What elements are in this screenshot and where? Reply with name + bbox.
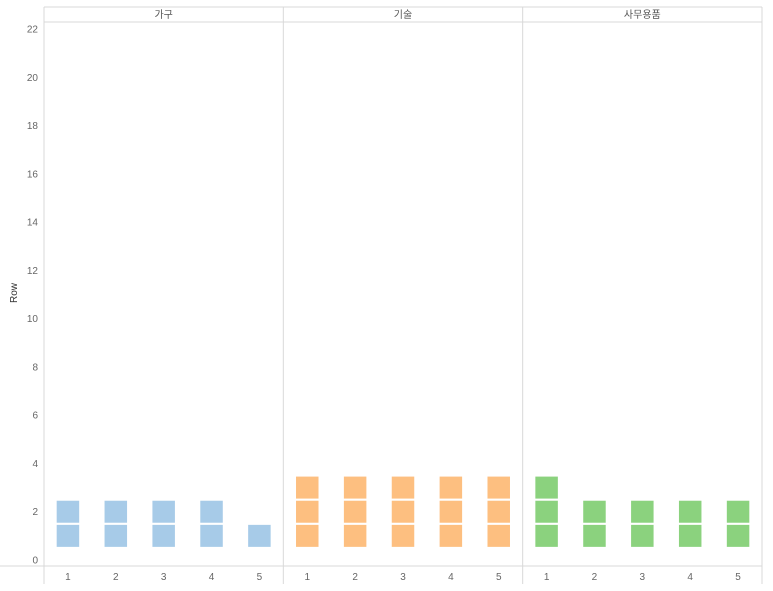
x-tick-label: 5 [735, 572, 741, 583]
x-tick-label: 4 [448, 572, 454, 583]
x-tick-label: 5 [257, 572, 263, 583]
unit-mark [581, 499, 608, 525]
unit-mark [198, 499, 225, 525]
unit-mark [629, 499, 656, 525]
panel-title: 사무용품 [624, 9, 661, 21]
x-tick-label: 3 [161, 572, 167, 583]
unit-mark [533, 475, 560, 501]
unit-mark [55, 523, 81, 549]
unit-mark [294, 475, 321, 501]
unit-mark [55, 499, 81, 525]
x-tick-label: 4 [687, 572, 693, 583]
y-tick-label: 12 [27, 266, 39, 277]
unit-mark [294, 523, 321, 549]
unit-mark [485, 523, 512, 549]
unit-mark [390, 499, 416, 525]
unit-mark [438, 499, 464, 525]
panel-title: 가구 [154, 9, 172, 21]
unit-mark [150, 523, 177, 549]
x-tick-label: 1 [544, 572, 550, 583]
unit-mark [294, 499, 321, 525]
x-tick-label: 1 [304, 572, 310, 583]
chart-frame [0, 6, 763, 584]
unit-mark [677, 523, 703, 549]
unit-mark [438, 475, 464, 501]
y-tick-label: 14 [27, 218, 39, 229]
y-tick-label: 8 [32, 362, 38, 373]
x-axis: 1 2 3 4 5 1 2 3 4 5 1 2 3 4 5 [65, 572, 741, 583]
y-tick-label: 10 [27, 314, 39, 325]
unit-mark [725, 523, 751, 549]
x-tick-label: 2 [113, 572, 119, 583]
y-tick-label: 0 [32, 556, 38, 567]
y-tick-label: 22 [27, 25, 39, 36]
unit-mark [342, 499, 368, 525]
x-tick-label: 2 [352, 572, 358, 583]
x-tick-label: 1 [65, 572, 71, 583]
y-axis-title: Row [9, 282, 20, 303]
y-tick-label: 20 [27, 73, 39, 84]
panel-title: 기술 [394, 9, 412, 21]
chart-marks [55, 475, 751, 549]
unit-mark [342, 523, 368, 549]
y-axis: Row 0 2 4 6 8 10 12 14 16 18 20 22 [9, 25, 38, 567]
x-tick-label: 3 [400, 572, 406, 583]
unit-mark [103, 499, 129, 525]
unit-mark [677, 499, 703, 525]
panel-titles: 가구 기술 사무용품 [154, 9, 660, 21]
unit-mark [629, 523, 656, 549]
unit-mark [485, 475, 512, 501]
unit-mark [103, 523, 129, 549]
unit-mark [533, 523, 560, 549]
unit-mark [390, 523, 416, 549]
y-tick-label: 2 [32, 507, 38, 518]
unit-mark [485, 499, 512, 525]
unit-mark [533, 499, 560, 525]
x-tick-label: 5 [496, 572, 502, 583]
unit-mark [581, 523, 608, 549]
y-tick-label: 16 [27, 169, 39, 180]
y-tick-label: 18 [27, 121, 39, 132]
unit-mark [438, 523, 464, 549]
y-tick-label: 4 [32, 459, 38, 470]
unit-mark [150, 499, 177, 525]
unit-mark [342, 475, 368, 501]
x-tick-label: 3 [640, 572, 646, 583]
x-tick-label: 2 [592, 572, 598, 583]
unit-mark [390, 475, 416, 501]
y-tick-label: 6 [32, 411, 38, 422]
unit-mark [198, 523, 225, 549]
unit-mark [246, 523, 273, 549]
x-tick-label: 4 [209, 572, 215, 583]
unit-mark [725, 499, 751, 525]
